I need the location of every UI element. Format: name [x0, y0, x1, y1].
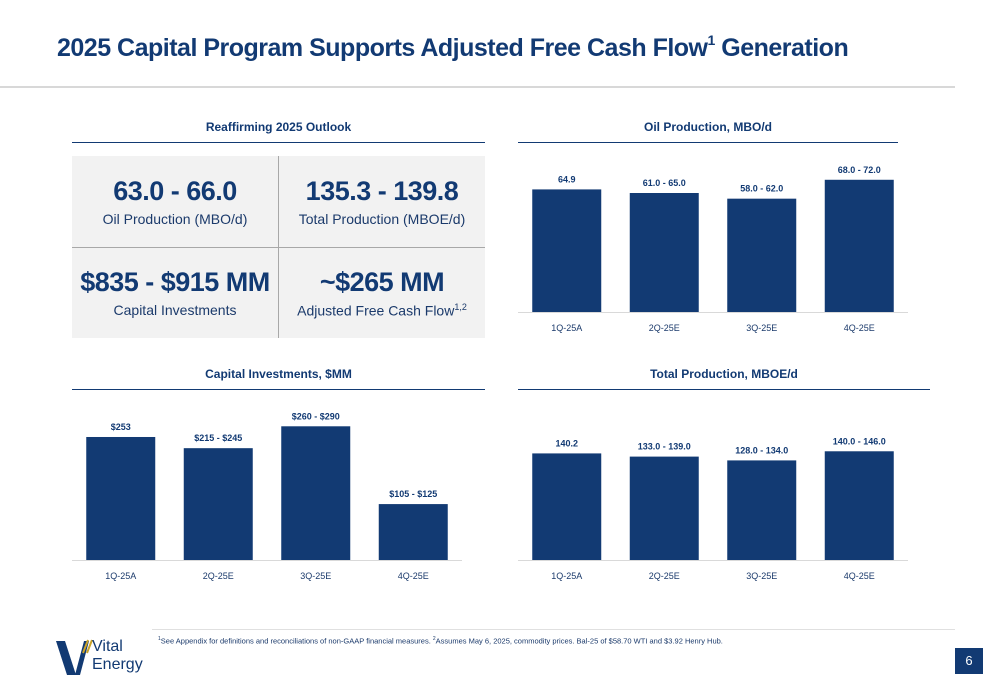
data-label: 64.9 — [558, 174, 576, 184]
x-tick-label: 1Q-25A — [551, 571, 582, 581]
outlook-horizontal-divider — [72, 247, 485, 248]
data-label: $105 - $125 — [389, 489, 437, 499]
bar-1Q-25A — [532, 453, 602, 560]
capex-chart-title: Capital Investments, $MM — [205, 367, 352, 381]
x-tick-label: 2Q-25E — [649, 571, 680, 581]
data-label: 68.0 - 72.0 — [838, 165, 881, 175]
outlook-capital-investments: $835 - $915 MM Capital Investments — [72, 267, 278, 358]
bar-1Q-25A — [532, 189, 602, 312]
data-label: 128.0 - 134.0 — [735, 445, 788, 455]
x-tick-label: 3Q-25E — [746, 571, 777, 581]
bar-3Q-25E — [727, 198, 797, 312]
outlook-label: Oil Production (MBO/d) — [102, 211, 248, 227]
oil-production-chart: 64.9 1Q-25A 61.0 - 65.0 2Q-25E 58.0 - 62.0 3Q… — [518, 165, 908, 333]
outlook-grid: 63.0 - 66.0 Oil Production (MBO/d) 135.3… — [72, 156, 485, 338]
bar-3Q-25E — [281, 426, 351, 560]
bar-2Q-25E — [629, 193, 699, 312]
x-tick-label: 3Q-25E — [746, 323, 777, 333]
bar-4Q-25E — [824, 179, 894, 312]
title-divider — [0, 86, 955, 88]
total-production-chart: 140.2 1Q-25A 133.0 - 139.0 2Q-25E 128.0 - 13… — [518, 436, 908, 581]
capex-chart-title-rule — [72, 389, 485, 390]
data-label: $215 - $245 — [194, 433, 242, 443]
total-chart-title: Total Production, MBOE/d — [650, 367, 798, 381]
bar-1Q-25A — [86, 436, 156, 560]
logo-text-vital: Vital — [92, 638, 123, 655]
x-tick-label: 1Q-25A — [105, 571, 136, 581]
outlook-label: Capital Investments — [113, 302, 237, 318]
outlook-title-rule — [72, 142, 485, 143]
page-number: 6 — [955, 648, 983, 674]
outlook-label: Adjusted Free Cash Flow1,2 — [297, 302, 467, 319]
data-label: 140.2 — [555, 438, 578, 448]
x-tick-label: 4Q-25E — [844, 571, 875, 581]
outlook-value: 135.3 - 139.8 — [305, 176, 459, 206]
outlook-label: Total Production (MBOE/d) — [298, 211, 466, 227]
footer-divider — [152, 629, 955, 630]
capital-investments-chart: $253 1Q-25A $215 - $245 2Q-25E $260 - $290 3Q… — [72, 411, 462, 581]
x-tick-label: 2Q-25E — [203, 571, 234, 581]
data-label: $253 — [111, 422, 131, 432]
outlook-value: ~$265 MM — [319, 267, 445, 297]
page-title: 2025 Capital Program Supports Adjusted F… — [57, 32, 849, 62]
oil-chart-title: Oil Production, MBO/d — [644, 120, 772, 134]
logo-mark-icon — [56, 639, 93, 675]
data-label: 140.0 - 146.0 — [833, 436, 886, 446]
outlook-oil-production: 63.0 - 66.0 Oil Production (MBO/d) — [72, 176, 278, 267]
x-tick-label: 3Q-25E — [300, 571, 331, 581]
oil-chart-title-rule — [518, 142, 898, 143]
outlook-value: 63.0 - 66.0 — [113, 176, 237, 206]
data-label: 61.0 - 65.0 — [643, 178, 686, 188]
bar-3Q-25E — [727, 460, 797, 560]
x-tick-label: 4Q-25E — [844, 323, 875, 333]
outlook-adjusted-fcf: ~$265 MM Adjusted Free Cash Flow1,2 — [279, 267, 485, 358]
x-tick-label: 2Q-25E — [649, 323, 680, 333]
outlook-title: Reaffirming 2025 Outlook — [205, 120, 352, 134]
total-chart-title-rule — [518, 389, 930, 390]
x-tick-label: 1Q-25A — [551, 323, 582, 333]
bar-4Q-25E — [378, 504, 448, 560]
data-label: $260 - $290 — [292, 411, 340, 421]
logo-text-energy: Energy — [92, 656, 143, 673]
data-label: 58.0 - 62.0 — [740, 184, 783, 194]
bar-2Q-25E — [629, 456, 699, 560]
outlook-total-production: 135.3 - 139.8 Total Production (MBOE/d) — [279, 176, 485, 267]
bar-2Q-25E — [183, 448, 253, 560]
company-logo: Vital Energy — [56, 637, 156, 677]
data-label: 133.0 - 139.0 — [638, 442, 691, 452]
footnote: 1See Appendix for definitions and reconc… — [158, 636, 723, 646]
outlook-value: $835 - $915 MM — [80, 267, 270, 297]
bar-4Q-25E — [824, 451, 894, 560]
x-tick-label: 4Q-25E — [398, 571, 429, 581]
